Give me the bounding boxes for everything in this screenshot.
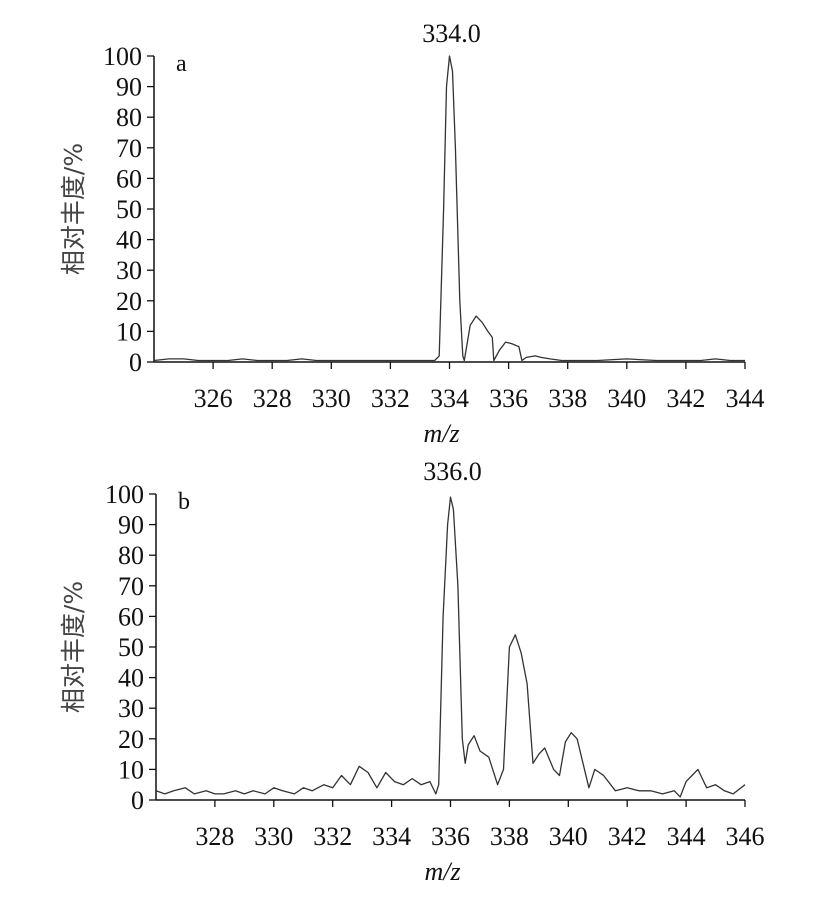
- base-peak-label: 336.0: [423, 457, 482, 486]
- x-tick-label: 340: [607, 384, 646, 413]
- y-tick-label: 60: [116, 164, 142, 193]
- spectrum-trace: [155, 496, 746, 798]
- x-tick-label: 336: [431, 822, 470, 851]
- x-tick-label: 328: [195, 822, 234, 851]
- y-tick-label: 70: [116, 134, 142, 163]
- x-tick-label: 342: [666, 384, 705, 413]
- y-tick-label: 10: [116, 317, 142, 346]
- y-tick-label: 60: [118, 602, 144, 631]
- y-tick-label: 100: [105, 480, 144, 509]
- x-tick-label: 340: [549, 822, 588, 851]
- x-tick-label: 332: [371, 384, 410, 413]
- panel-letter: a: [176, 51, 187, 77]
- y-tick-label: 20: [116, 287, 142, 316]
- y-tick-label: 0: [131, 786, 144, 815]
- x-tick-label: 332: [313, 822, 352, 851]
- x-tick-label: 334: [372, 822, 411, 851]
- y-tick-label: 20: [118, 725, 144, 754]
- y-tick-label: 40: [116, 226, 142, 255]
- y-tick-label: 90: [118, 511, 144, 540]
- y-tick-label: 70: [118, 572, 144, 601]
- x-axis-title: m/z: [424, 857, 460, 886]
- y-axis-title: 相对丰度/%: [59, 581, 88, 713]
- x-tick-label: 330: [254, 822, 293, 851]
- x-tick-label: 344: [667, 822, 706, 851]
- y-tick-label: 50: [118, 633, 144, 662]
- y-axis-title: 相对丰度/%: [59, 143, 88, 275]
- x-tick-label: 334: [430, 384, 469, 413]
- y-tick-label: 100: [103, 42, 142, 71]
- y-tick-label: 90: [116, 73, 142, 102]
- y-tick-label: 80: [116, 103, 142, 132]
- x-tick-label: 338: [548, 384, 587, 413]
- x-tick-label: 326: [194, 384, 233, 413]
- y-tick-label: 80: [118, 541, 144, 570]
- x-tick-label: 344: [726, 384, 765, 413]
- y-tick-label: 40: [118, 664, 144, 693]
- x-tick-label: 342: [608, 822, 647, 851]
- y-tick-label: 10: [118, 755, 144, 784]
- x-tick-label: 328: [253, 384, 292, 413]
- spectrum-trace: [153, 55, 745, 362]
- y-tick-label: 30: [116, 256, 142, 285]
- x-tick-label: 330: [312, 384, 351, 413]
- y-tick-label: 30: [118, 694, 144, 723]
- y-tick-label: 0: [129, 348, 142, 377]
- base-peak-label: 334.0: [422, 19, 481, 48]
- x-tick-label: 338: [490, 822, 529, 851]
- x-tick-label: 336: [489, 384, 528, 413]
- x-axis-title: m/z: [423, 419, 459, 448]
- x-tick-label: 346: [726, 822, 765, 851]
- y-tick-label: 50: [116, 195, 142, 224]
- panel-letter: b: [178, 489, 190, 515]
